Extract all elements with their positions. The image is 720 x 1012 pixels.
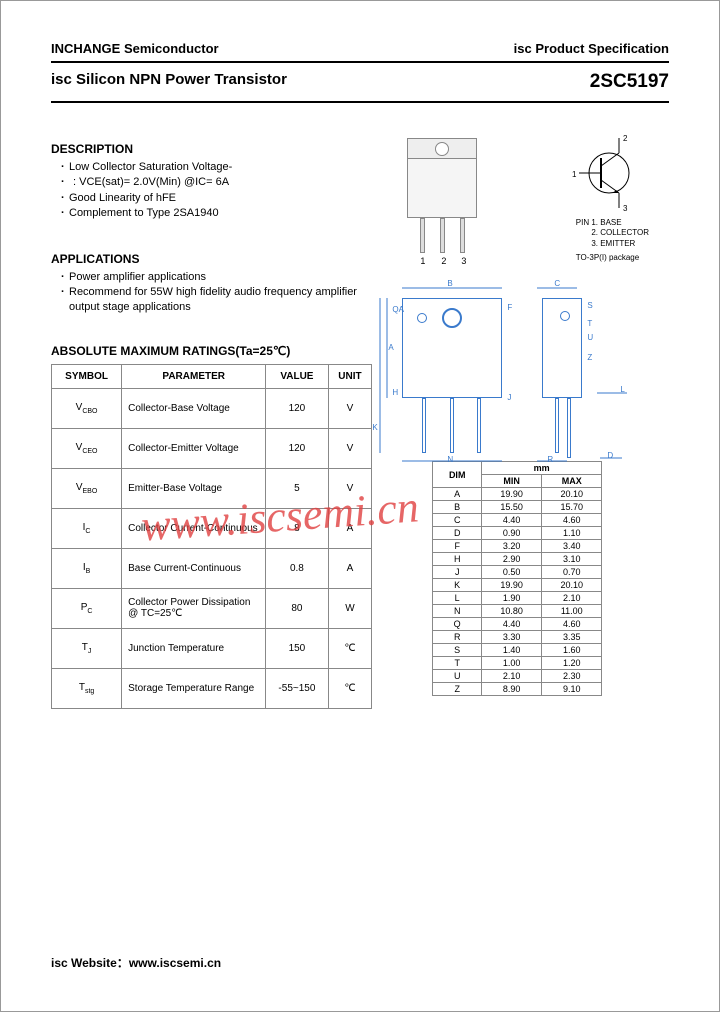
table-row: A19.9020.10 [433,488,602,501]
table-row: C4.404.60 [433,514,602,527]
footer-label: isc Website： [51,956,129,970]
dimensions-table: DIM mm MIN MAX A19.9020.10B15.5015.70C4.… [432,461,602,696]
table-row: K19.9020.10 [433,579,602,592]
table-row: T1.001.20 [433,657,602,670]
table-row: IC Collector Current-Continuous 8 A [52,508,372,548]
app-item: Power amplifier applications [61,270,372,285]
table-row: D0.901.10 [433,527,602,540]
desc-item: Low Collector Saturation Voltage- [61,160,372,175]
col-unit: UNIT [328,364,372,388]
ratings-table: SYMBOL PARAMETER VALUE UNIT VCBO Collect… [51,364,372,709]
svg-text:2: 2 [623,134,628,143]
table-row: S1.401.60 [433,644,602,657]
desc-item: : VCE(sat)= 2.0V(Min) @IC= 6A [61,175,372,190]
mechanical-drawing: B C A K N R D L S T U Z H J F QA [372,273,632,453]
lead-1: 1 [420,256,425,266]
table-row: F3.203.40 [433,540,602,553]
right-column: 1 2 3 PIN 1. BASE PIN 2. COLLECTOR PIN 3… [372,128,669,709]
col-symbol: SYMBOL [52,364,122,388]
table-row: VCEO Collector-Emitter Voltage 120 V [52,428,372,468]
table-row: H2.903.10 [433,553,602,566]
table-row: U2.102.30 [433,670,602,683]
main-content: DESCRIPTION Low Collector Saturation Vol… [51,128,669,709]
app-item: Recommend for 55W high fidelity audio fr… [61,285,372,316]
table-row: J0.500.70 [433,566,602,579]
table-row: VEBO Emitter-Base Voltage 5 V [52,468,372,508]
footer-url: www.iscsemi.cn [129,956,221,970]
applications-heading: APPLICATIONS [51,252,372,266]
desc-item: Complement to Type 2SA1940 [61,206,372,221]
doc-type: isc Product Specification [514,41,669,56]
table-row: Q4.404.60 [433,618,602,631]
table-row: TJ Junction Temperature 150 ℃ [52,628,372,668]
product-title: isc Silicon NPN Power Transistor [51,71,287,93]
applications-list: Power amplifier applications Recommend f… [51,270,372,316]
ratings-heading: ABSOLUTE MAXIMUM RATINGS(Ta=25℃) [51,344,372,358]
subheader-row: isc Silicon NPN Power Transistor 2SC5197 [51,61,669,103]
description-list: Low Collector Saturation Voltage- : VCE(… [51,160,372,222]
page-frame: INCHANGE Semiconductor isc Product Speci… [0,0,720,1012]
table-row: L1.902.10 [433,592,602,605]
pin-labels: PIN 1. BASE PIN 2. COLLECTOR PIN 3. EMIT… [576,218,649,264]
table-row: B15.5015.70 [433,501,602,514]
left-column: DESCRIPTION Low Collector Saturation Vol… [51,128,372,709]
svg-text:1: 1 [572,170,577,179]
header-row: INCHANGE Semiconductor isc Product Speci… [51,41,669,56]
table-row: R3.303.35 [433,631,602,644]
lead-3: 3 [461,256,466,266]
svg-text:3: 3 [623,204,628,213]
table-row: PC Collector Power Dissipation @ TC=25℃ … [52,588,372,628]
min-col: MIN [482,475,542,488]
col-parameter: PARAMETER [122,364,266,388]
description-heading: DESCRIPTION [51,142,372,156]
max-col: MAX [542,475,602,488]
footer: isc Website：www.iscsemi.cn [51,954,221,971]
desc-item: Good Linearity of hFE [61,191,372,206]
lead-2: 2 [441,256,446,266]
part-number: 2SC5197 [590,71,669,93]
table-row: Z8.909.10 [433,683,602,696]
company-name: INCHANGE Semiconductor [51,41,219,56]
col-value: VALUE [266,364,328,388]
package-drawing: 1 2 3 [387,128,537,268]
table-row: N10.8011.00 [433,605,602,618]
transistor-symbol: 1 2 3 [569,133,649,213]
table-row: VCBO Collector-Base Voltage 120 V [52,388,372,428]
npn-symbol-icon: 1 2 3 [569,133,649,213]
dim-col: DIM [433,462,482,488]
table-row: Tstg Storage Temperature Range -55~150 ℃ [52,668,372,708]
dim-unit: mm [482,462,602,475]
table-row: IB Base Current-Continuous 0.8 A [52,548,372,588]
